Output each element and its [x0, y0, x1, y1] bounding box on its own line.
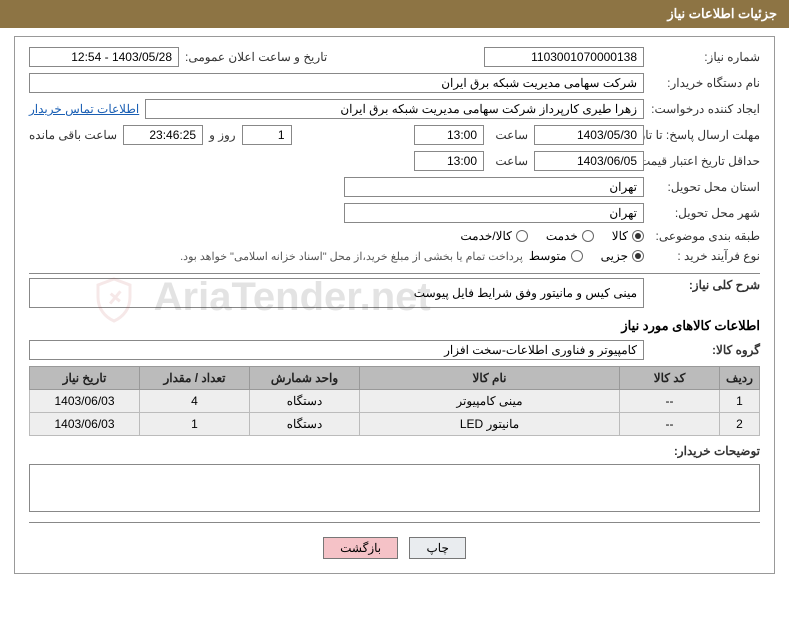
remain-label: ساعت باقی مانده: [29, 128, 117, 142]
details-panel: شماره نیاز: 1103001070000138 تاریخ و ساع…: [14, 36, 775, 574]
table-cell: مانیتور LED: [360, 413, 620, 436]
items-col-header: کد کالا: [620, 367, 720, 390]
goods-section-title: اطلاعات کالاهای مورد نیاز: [29, 318, 760, 334]
table-cell: دستگاه: [250, 390, 360, 413]
process-option-0[interactable]: جزیی: [601, 249, 644, 263]
table-cell: 2: [720, 413, 760, 436]
classification-label: طبقه بندی موضوعی:: [650, 229, 760, 243]
process-note: پرداخت تمام یا بخشی از مبلغ خرید،از محل …: [180, 250, 523, 263]
description-value: مینی کیس و مانیتور وفق شرایط فایل پیوست: [29, 278, 644, 308]
radio-icon: [632, 230, 644, 242]
time-label-2: ساعت: [490, 154, 528, 168]
reply-date-value: 1403/05/30: [534, 125, 644, 145]
classification-radio-group: کالا خدمت کالا/خدمت: [460, 229, 644, 243]
table-row: 1--مینی کامپیوتردستگاه41403/06/03: [30, 390, 760, 413]
table-cell: 1: [140, 413, 250, 436]
min-valid-time-value: 13:00: [414, 151, 484, 171]
table-cell: --: [620, 390, 720, 413]
page-header: جزئیات اطلاعات نیاز: [0, 0, 789, 28]
province-label: استان محل تحویل:: [650, 180, 760, 194]
items-col-header: واحد شمارش: [250, 367, 360, 390]
classification-option-label: کالا/خدمت: [460, 229, 511, 243]
reply-time-value: 13:00: [414, 125, 484, 145]
city-value: تهران: [344, 203, 644, 223]
requester-label: ایجاد کننده درخواست:: [650, 102, 760, 116]
buyer-org-value: شرکت سهامی مدیریت شبکه برق ایران: [29, 73, 644, 93]
table-cell: مینی کامپیوتر: [360, 390, 620, 413]
page-title: جزئیات اطلاعات نیاز: [667, 6, 777, 21]
province-value: تهران: [344, 177, 644, 197]
items-col-header: تاریخ نیاز: [30, 367, 140, 390]
items-table: ردیفکد کالانام کالاواحد شمارشتعداد / مقد…: [29, 366, 760, 436]
print-button[interactable]: چاپ: [409, 537, 465, 559]
buyer-notes-value: [29, 464, 760, 512]
time-label-1: ساعت: [490, 128, 528, 142]
city-label: شهر محل تحویل:: [650, 206, 760, 220]
classification-option-0[interactable]: کالا: [612, 229, 644, 243]
back-button[interactable]: بازگشت: [323, 537, 398, 559]
buyer-notes-label: توضیحات خریدار:: [650, 444, 760, 458]
table-cell: 1: [720, 390, 760, 413]
process-label: نوع فرآیند خرید :: [650, 249, 760, 263]
remain-days-value: 1: [242, 125, 292, 145]
countdown-value: 23:46:25: [123, 125, 203, 145]
classification-option-label: خدمت: [546, 229, 578, 243]
table-cell: 4: [140, 390, 250, 413]
table-cell: --: [620, 413, 720, 436]
process-option-label: متوسط: [529, 249, 567, 263]
buyer-org-label: نام دستگاه خریدار:: [650, 76, 760, 90]
group-label: گروه کالا:: [650, 343, 760, 357]
radio-icon: [582, 230, 594, 242]
process-option-1[interactable]: متوسط: [529, 249, 583, 263]
group-value: کامپیوتر و فناوری اطلاعات-سخت افزار: [29, 340, 644, 360]
buyer-contact-link[interactable]: اطلاعات تماس خریدار: [29, 102, 139, 116]
need-number-value: 1103001070000138: [484, 47, 644, 67]
min-valid-date-value: 1403/06/05: [534, 151, 644, 171]
table-cell: دستگاه: [250, 413, 360, 436]
classification-option-2[interactable]: کالا/خدمت: [460, 229, 527, 243]
announce-label: تاریخ و ساعت اعلان عمومی:: [185, 50, 327, 64]
classification-option-1[interactable]: خدمت: [546, 229, 594, 243]
requester-value: زهرا طیری کارپرداز شرکت سهامی مدیریت شبک…: [145, 99, 644, 119]
announce-value: 1403/05/28 - 12:54: [29, 47, 179, 67]
classification-option-label: کالا: [612, 229, 628, 243]
items-col-header: نام کالا: [360, 367, 620, 390]
min-valid-label: حداقل تاریخ اعتبار قیمت: تا تاریخ:: [650, 154, 760, 168]
table-cell: 1403/06/03: [30, 413, 140, 436]
process-radio-group: جزیی متوسط: [529, 249, 644, 263]
process-option-label: جزیی: [601, 249, 628, 263]
description-label: شرح کلی نیاز:: [650, 278, 760, 292]
radio-icon: [632, 250, 644, 262]
need-number-label: شماره نیاز:: [650, 50, 760, 64]
items-col-header: ردیف: [720, 367, 760, 390]
items-col-header: تعداد / مقدار: [140, 367, 250, 390]
reply-deadline-label: مهلت ارسال پاسخ: تا تاریخ:: [650, 128, 760, 142]
table-cell: 1403/06/03: [30, 390, 140, 413]
days-label: روز و: [209, 128, 236, 142]
radio-icon: [516, 230, 528, 242]
radio-icon: [571, 250, 583, 262]
table-row: 2--مانیتور LEDدستگاه11403/06/03: [30, 413, 760, 436]
